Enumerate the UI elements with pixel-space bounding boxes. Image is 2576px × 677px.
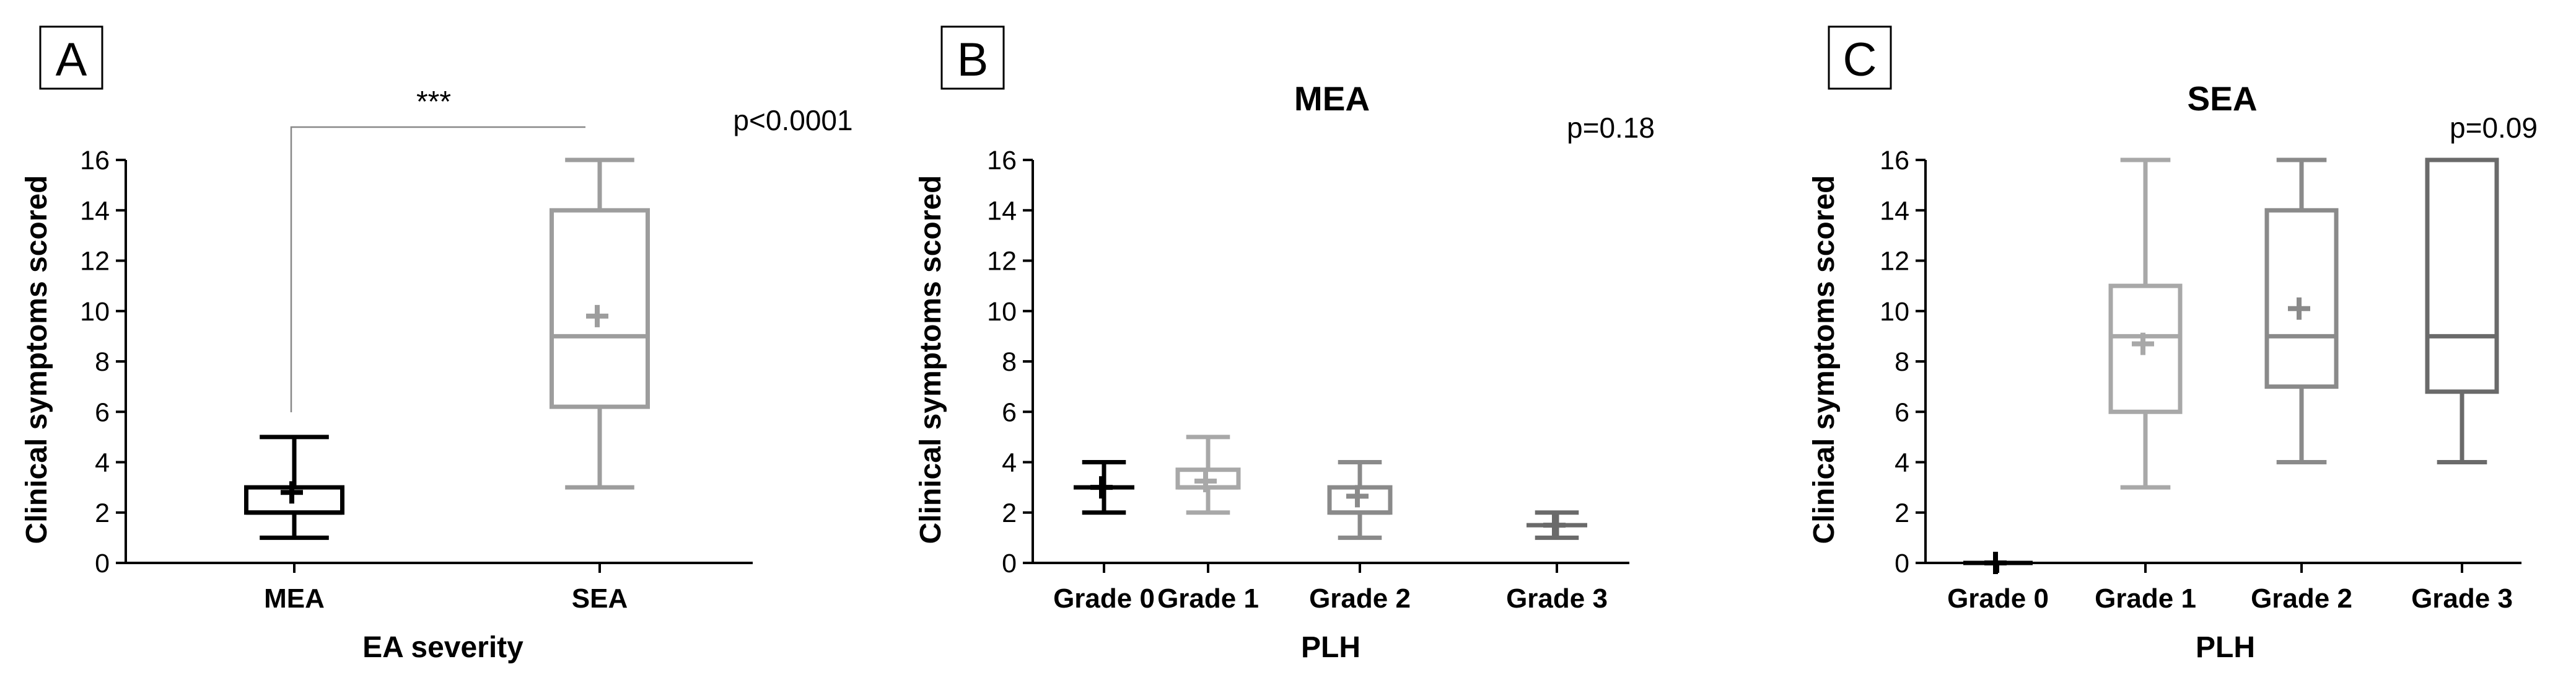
panel-b-category-label: Grade 1 [1157,583,1259,614]
panel-b-box-3 [1327,460,1393,540]
panel-c-y-tick-label: 0 [1895,549,1909,578]
panel-a-letter-box [39,25,103,90]
panel-b-y-tick-label: 2 [1002,498,1017,528]
panel-a-box-2 [550,157,650,490]
panel-a-y-tick-label: 2 [95,498,110,528]
panel-c-category-label: Grade 2 [2251,583,2352,614]
panel-a-y-tick-label: 4 [95,448,110,478]
iqr-box [2108,283,2183,414]
panel-b-p-value: p=0.18 [1567,112,1655,144]
panel-b-x-axis-label: PLH [1301,631,1360,664]
panel-b-box-4 [1527,510,1587,540]
panel-b-box-1 [1074,460,1134,515]
panel-a-y-axis-label: Clinical symptoms scored [20,175,53,544]
panel-c-y-axis-label: Clinical symptoms scored [1808,175,1841,544]
panel-b-plot: 0 2 4 6 8 10 12 14 16 Grade 0 Grade 1 Grade 2 Grade … [987,146,1629,614]
panel-c-plot: 0 2 4 6 8 10 12 14 16 Grade 0 Grade 1 Grade 2 Grade … [1880,146,2521,614]
panel-c-y-tick-label: 14 [1880,196,1909,226]
panel-b-category-label: Grade 2 [1309,583,1411,614]
panel-a-y-tick-label: 8 [95,347,110,377]
panel-a-p-value: p<0.0001 [733,104,852,136]
iqr-box [2425,157,2499,394]
panel-b-y-tick-label: 8 [1002,347,1017,377]
panel-c-category-label: Grade 1 [2095,583,2196,614]
panel-c-y-tick-label: 16 [1880,146,1909,175]
panel-c: C SEA Clinical symptoms scored PLH p=0.0… [1808,25,2538,664]
panel-b-y-tick-label: 12 [987,247,1017,277]
panel-a-x-axis-label: EA severity [362,631,524,664]
iqr-box [2264,208,2339,389]
panel-a-category-label: MEA [264,583,325,614]
panel-b: B MEA Clinical symptoms scored PLH p=0.1… [914,25,1655,664]
panel-c-y-tick-label: 2 [1895,498,1909,528]
panel-b-category-label: Grade 3 [1506,583,1608,614]
panel-a-y-tick-label: 6 [95,397,110,427]
panel-c-y-tick-label: 8 [1895,347,1909,377]
panel-a-y-tick-label: 10 [80,297,110,327]
panel-b-letter: B [957,33,989,86]
panel-a-category-label: SEA [572,583,628,614]
panel-b-y-axis-label: Clinical symptoms scored [914,175,947,544]
panel-a-significance-bracket [290,126,585,412]
panel-b-letter-box [940,25,1005,90]
panel-c-box-3 [2264,157,2339,464]
panel-c-box-2 [2108,157,2183,490]
panel-a-significance-stars: *** [416,86,451,118]
panel-a-y-tick-label: 12 [80,247,110,277]
panel-a-y-tick-label: 16 [80,146,110,175]
panel-b-category-label: Grade 0 [1053,583,1155,614]
panel-c-y-tick-label: 12 [1880,247,1909,277]
panel-b-y-tick-label: 14 [987,196,1017,226]
panel-c-y-tick-label: 10 [1880,297,1909,327]
panel-c-letter-box [1828,25,1892,90]
panel-c-y-tick-label: 4 [1895,448,1909,478]
panel-c-letter: C [1843,33,1877,86]
panel-a: A Clinical symptoms scored EA severity p… [20,25,853,664]
panel-b-y-tick-label: 16 [987,146,1017,175]
panel-b-y-tick-label: 0 [1002,549,1017,578]
panel-c-p-value: p=0.09 [2450,112,2538,144]
panel-a-plot: 0 2 4 6 8 10 12 14 16 MEA SEA [80,146,753,614]
panel-a-y-tick-label: 14 [80,196,110,226]
panel-a-y-tick-label: 0 [95,549,110,578]
panel-b-title: MEA [1294,79,1370,118]
panel-b-box-2 [1175,435,1241,515]
panel-a-box-1 [244,435,344,540]
panel-b-y-tick-label: 6 [1002,397,1017,427]
panel-c-box-4 [2425,157,2499,464]
panel-b-y-tick-label: 4 [1002,448,1017,478]
panel-c-x-axis-label: PLH [2196,631,2255,664]
panel-c-y-tick-label: 6 [1895,397,1909,427]
iqr-box [550,208,650,409]
panel-a-letter: A [56,33,87,86]
panel-c-category-label: Grade 3 [2411,583,2513,614]
panel-c-category-label: Grade 0 [1947,583,2049,614]
panel-b-y-tick-label: 10 [987,297,1017,327]
panel-c-title: SEA [2187,79,2257,118]
